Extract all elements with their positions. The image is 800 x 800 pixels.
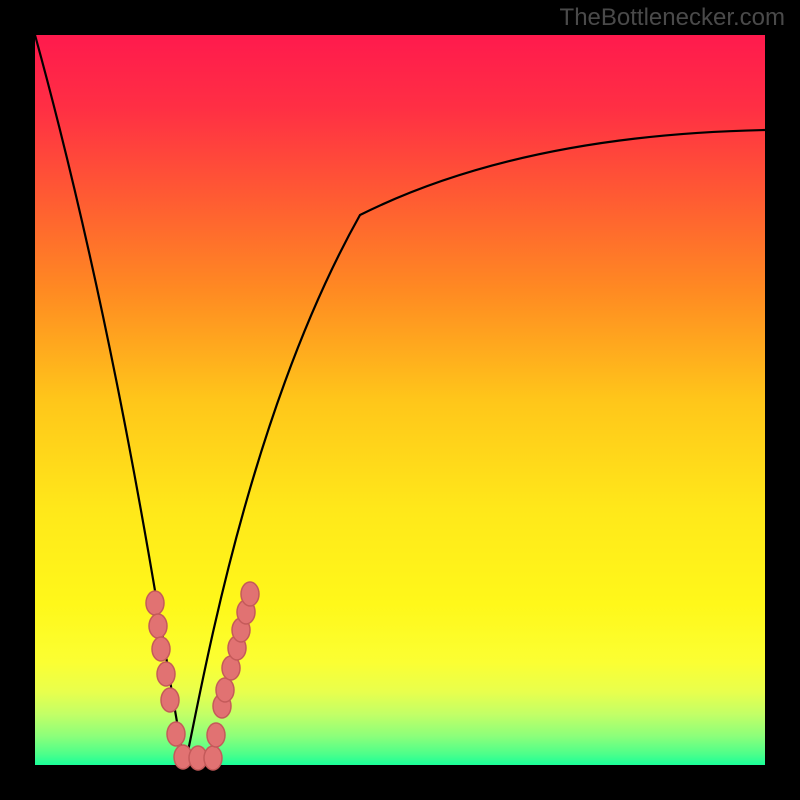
data-marker (157, 662, 175, 686)
watermark-text: TheBottlenecker.com (560, 4, 785, 32)
chart-svg (0, 0, 800, 800)
data-marker (149, 614, 167, 638)
data-marker (204, 746, 222, 770)
chart-frame: TheBottlenecker.com (0, 0, 800, 800)
plot-background (35, 35, 765, 765)
data-marker (167, 722, 185, 746)
data-marker (161, 688, 179, 712)
data-marker (207, 723, 225, 747)
data-marker (152, 637, 170, 661)
data-marker (241, 582, 259, 606)
data-marker (216, 678, 234, 702)
data-marker (146, 591, 164, 615)
